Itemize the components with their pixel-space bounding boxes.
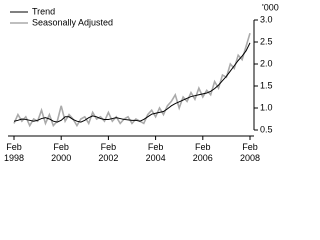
x-tick-label: Feb 1998 <box>3 142 25 163</box>
x-tick-label: Feb 2008 <box>239 142 261 163</box>
x-tick-label: Feb 2006 <box>192 142 213 163</box>
x-tick-label: Feb 2000 <box>51 142 72 163</box>
y-tick-label: 1.0 <box>260 102 273 112</box>
y-axis-unit: '000 <box>262 2 279 12</box>
series-line <box>13 42 251 123</box>
series-line <box>13 32 251 128</box>
y-tick-label: 0.5 <box>260 124 273 134</box>
y-tick-label: 2.0 <box>260 58 273 68</box>
y-tick-label: 2.5 <box>260 36 273 46</box>
x-tick-label: Feb 2002 <box>98 142 119 163</box>
x-tick-label: Feb 2004 <box>145 142 166 163</box>
legend-label: Seasonally Adjusted <box>32 17 113 27</box>
y-tick-label: 1.5 <box>260 80 273 90</box>
y-tick-label: 3.0 <box>260 14 273 24</box>
chart: '000 0.5 1.0 1.5 2.0 2.5 3.0 Trend Seasonally A… <box>3 2 279 163</box>
legend-label: Trend <box>32 6 55 16</box>
